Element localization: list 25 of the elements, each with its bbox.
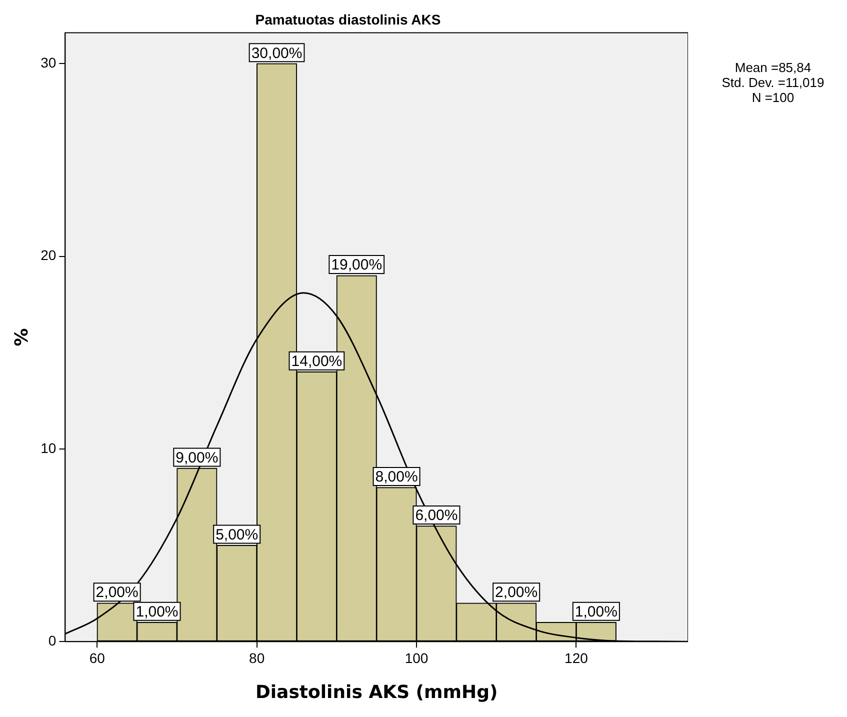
data-label: 2,00%	[96, 584, 138, 602]
data-label: 8,00%	[375, 468, 418, 486]
y-axis-title: %	[11, 328, 32, 346]
data-label: 9,00%	[176, 449, 218, 466]
data-label: 30,00%	[251, 44, 302, 62]
y-tick-label: 0	[48, 632, 56, 648]
data-label: 1,00%	[136, 603, 178, 620]
data-label: 2,00%	[495, 584, 538, 602]
x-tick-label: 120	[564, 650, 588, 666]
text: Mean =85,84	[734, 60, 812, 75]
y-tick-label: 10	[40, 440, 56, 456]
text: Std. Dev. =11,019	[720, 75, 826, 90]
data-label: 14,00%	[291, 353, 342, 370]
y-tick-label: 20	[40, 247, 56, 264]
x-tick-label: 100	[404, 650, 428, 666]
x-tick-label: 60	[89, 650, 106, 666]
y-tick-label: 30	[40, 54, 56, 70]
data-label: 5,00%	[216, 526, 258, 544]
data-label: 6,00%	[415, 507, 458, 524]
data-label: 1,00%	[574, 603, 618, 620]
text: N =100	[750, 90, 796, 105]
x-axis-title: Diastolinis AKS (mmHg)	[255, 682, 498, 703]
x-tick-label: 80	[249, 650, 265, 666]
chart-title: Pamatuotas diastolinis AKS	[255, 11, 441, 28]
data-label: 19,00%	[331, 256, 382, 274]
